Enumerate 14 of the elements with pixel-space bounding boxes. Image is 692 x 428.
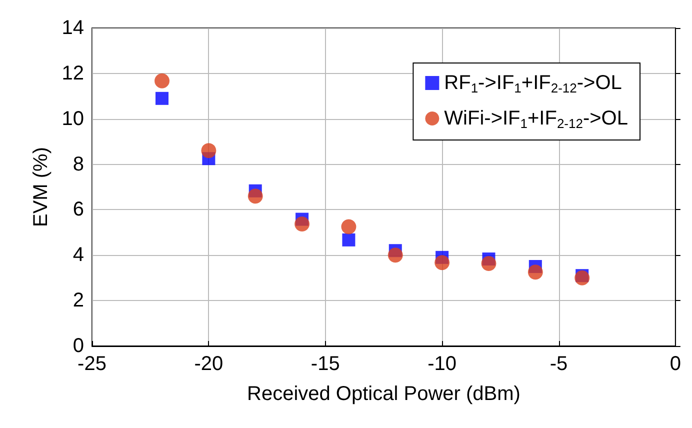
y-tick-label: 2 (72, 290, 84, 312)
x-axis-title: Received Optical Power (dBm) (247, 383, 520, 405)
y-tick-label: 12 (62, 62, 84, 84)
y-axis-title: EVM (%) (30, 147, 52, 227)
x-tick-label: -10 (428, 353, 457, 375)
y-tick-label: 8 (72, 153, 84, 176)
y-tick-label: 4 (72, 244, 84, 266)
y-tick-label: 6 (72, 198, 84, 221)
y-tick-label: 14 (62, 17, 84, 39)
x-tick-label: -5 (550, 353, 568, 375)
x-tick-label: -20 (194, 353, 224, 375)
x-tick-label: 0 (670, 353, 681, 375)
x-tick-label: -15 (310, 353, 340, 375)
y-tick-label: 10 (62, 108, 84, 130)
